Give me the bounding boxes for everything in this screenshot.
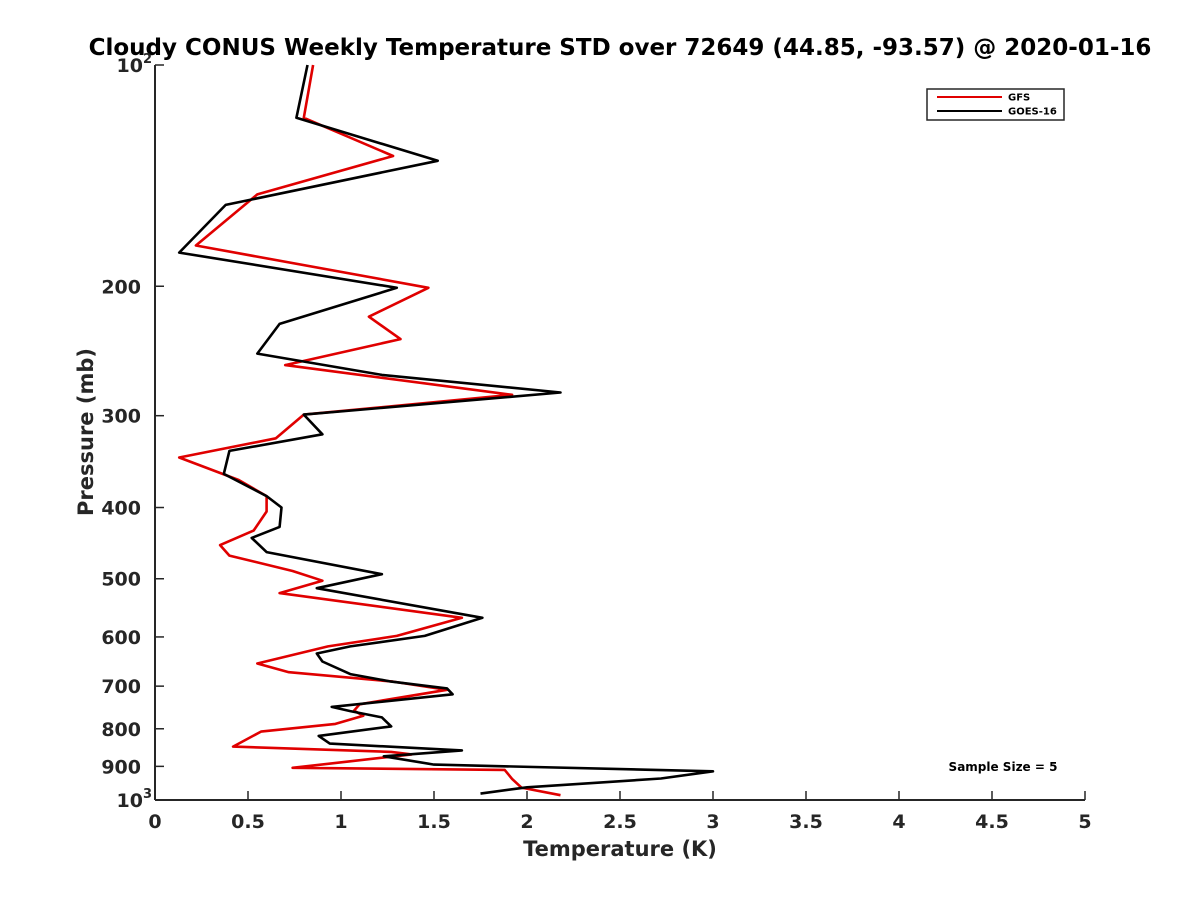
legend-box bbox=[926, 88, 1065, 121]
y-tick-label: 800 bbox=[101, 719, 141, 741]
y-tick-label: 600 bbox=[101, 627, 141, 649]
x-tick-label: 0.5 bbox=[231, 811, 265, 833]
x-tick-label: 2 bbox=[520, 811, 533, 833]
y-tick-label: 700 bbox=[101, 676, 141, 698]
x-tick-label: 3.5 bbox=[789, 811, 823, 833]
y-tick-label: 300 bbox=[101, 406, 141, 428]
x-tick-label: 4 bbox=[892, 811, 905, 833]
y-ticks: 102 200 300 400 500 600 700 800 900 103 bbox=[101, 52, 164, 812]
x-tick-label: 3 bbox=[706, 811, 719, 833]
y-tick-label: 900 bbox=[101, 756, 141, 778]
chart-title: Cloudy CONUS Weekly Temperature STD over… bbox=[89, 35, 1152, 61]
series-line-goes16 bbox=[177, 64, 715, 795]
x-tick-label: 0 bbox=[148, 811, 161, 833]
y-tick-label: 200 bbox=[101, 276, 141, 298]
x-tick-label: 1.5 bbox=[417, 811, 451, 833]
x-axis-label: Temperature (K) bbox=[523, 837, 717, 861]
legend-label-gfs: GFS bbox=[1008, 93, 1030, 104]
y-tick-label: 102 bbox=[117, 52, 153, 77]
x-tick-label: 4.5 bbox=[975, 811, 1009, 833]
y-tick-label: 400 bbox=[101, 498, 141, 520]
x-ticks: 0 0.5 1 1.5 2 2.5 3 3.5 4 4.5 5 bbox=[148, 791, 1092, 833]
legend-label-goes16: GOES-16 bbox=[1008, 107, 1057, 118]
y-axis-label: Pressure (mb) bbox=[74, 348, 98, 516]
y-tick-label: 103 bbox=[117, 787, 153, 812]
y-tick-label: 500 bbox=[101, 569, 141, 591]
x-tick-label: 2.5 bbox=[603, 811, 637, 833]
legend: GFS GOES-16 bbox=[926, 88, 1065, 121]
sample-size-annotation: Sample Size = 5 bbox=[949, 760, 1058, 774]
series-layer bbox=[177, 64, 715, 797]
series-line-gfs bbox=[177, 64, 561, 797]
x-tick-label: 5 bbox=[1078, 811, 1091, 833]
x-tick-label: 1 bbox=[334, 811, 347, 833]
